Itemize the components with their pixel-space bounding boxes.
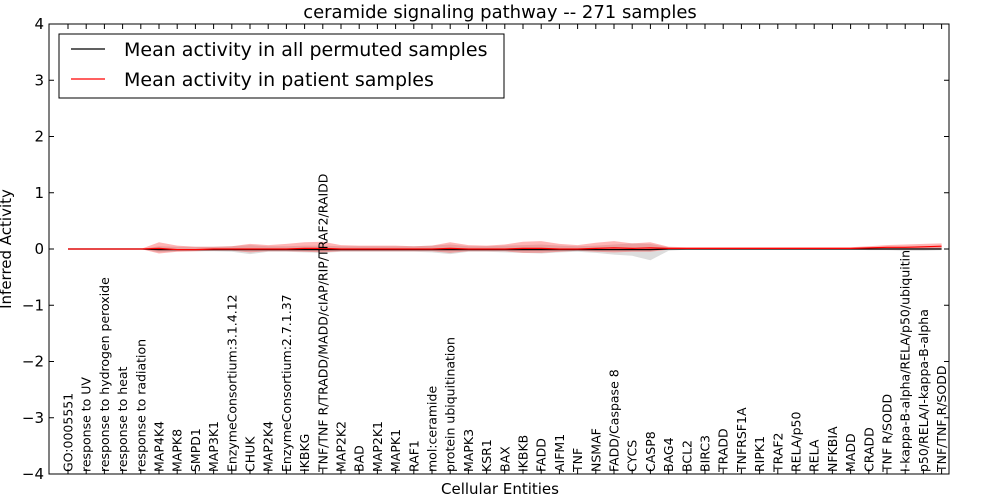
x-category-label: CYCS: [625, 440, 640, 472]
x-category-label: FADD/Caspase 8: [607, 369, 622, 472]
x-category-label: BCL2: [679, 440, 694, 472]
plot-area-frame: [48, 23, 950, 475]
y-tick-label: −2: [22, 353, 44, 371]
y-tick-label: 0: [34, 240, 44, 258]
x-category-label: CRADD: [861, 427, 876, 472]
x-category-label: MAP3K1: [206, 421, 221, 472]
x-category-label: BAD: [352, 445, 367, 472]
x-category-label: TNF/TNF R/TRADD/MADD/cIAP/RIP/TRAF2/RAID…: [315, 174, 330, 473]
x-category-label: response to UV: [79, 377, 94, 472]
band-permuted: [68, 243, 942, 261]
y-axis-title: Inferred Activity: [0, 189, 15, 309]
x-category-label: MADD: [843, 433, 858, 472]
y-tick-labels: −4 −3 −2 −1 0 1 2 3 4: [22, 15, 44, 483]
y-tick-label: −1: [22, 296, 44, 314]
x-category-label: BAG4: [661, 437, 676, 472]
x-category-label: RELA/p50: [789, 412, 804, 472]
x-category-label: MAP2K1: [370, 421, 385, 472]
legend-label-patient: Mean activity in patient samples: [124, 69, 434, 91]
x-category-label: MAP4K4: [152, 421, 167, 472]
x-category-labels: GO:0005551 response to UV response to hydr…: [61, 174, 950, 473]
series-lines: [68, 245, 942, 251]
y-tick-label: 1: [34, 184, 44, 202]
x-category-label: TNFRSF1A: [734, 407, 749, 473]
x-category-label: response to hydrogen peroxide: [97, 277, 112, 472]
x-category-label: TRADD: [716, 428, 731, 473]
x-category-label: I-kappa-B-alpha/RELA/p50/ubiquitin: [898, 250, 913, 472]
x-category-label: BIRC3: [698, 435, 713, 472]
x-category-label: IKBKG: [297, 434, 312, 472]
x-category-label: EnzymeConsortium:2.7.1.37: [279, 294, 294, 472]
x-category-label: TNF/TNF R/SODD: [934, 366, 949, 473]
x-category-label: RIPK1: [752, 436, 767, 472]
x-category-label: p50/RELA/I-kappa-B-alpha: [916, 309, 931, 472]
x-category-label: protein ubiquitination: [443, 337, 458, 472]
x-category-label: NSMAF: [588, 428, 603, 472]
legend: Mean activity in all permuted samples Me…: [58, 33, 505, 99]
x-category-label: MAP2K4: [261, 421, 276, 472]
x-category-label: CASP8: [643, 431, 658, 472]
x-category-label: RAF1: [406, 440, 421, 472]
y-tick-label: −4: [22, 465, 44, 483]
line-patient: [68, 245, 942, 251]
x-category-label: SMPD1: [188, 428, 203, 472]
x-category-label: NFKBIA: [825, 426, 840, 472]
x-category-label: MAPK1: [388, 429, 403, 472]
x-category-label: BAX: [497, 446, 512, 472]
y-tick-label: 2: [34, 128, 44, 146]
x-category-label: RELA: [807, 439, 822, 472]
band-patient: [68, 241, 942, 254]
x-category-label: TRAF2: [770, 432, 785, 473]
y-tick-label: 4: [34, 15, 44, 33]
x-category-label: MAPK8: [170, 429, 185, 472]
x-category-label: EnzymeConsortium:3.1.4.12: [224, 294, 239, 472]
x-category-label: FADD: [534, 438, 549, 472]
x-category-label: KSR1: [479, 439, 494, 472]
legend-label-permuted: Mean activity in all permuted samples: [124, 39, 487, 61]
y-tick-label: 3: [34, 71, 44, 89]
x-category-label: MAPK3: [461, 429, 476, 472]
x-category-label: GO:0005551: [61, 393, 76, 472]
chart-title: ceramide signaling pathway -- 271 sample…: [303, 2, 697, 23]
confidence-bands: [68, 241, 942, 261]
x-category-label: response to radiation: [133, 339, 148, 472]
x-category-label: response to heat: [115, 366, 130, 472]
x-category-label: mol:ceramide: [425, 386, 440, 472]
x-category-label: MAP2K2: [334, 421, 349, 472]
x-axis-title: Cellular Entities: [441, 480, 559, 498]
legend-box: [58, 33, 505, 99]
y-tick-label: −3: [22, 409, 44, 427]
x-category-label: AIFM1: [552, 434, 567, 472]
x-category-label: TNF: [570, 448, 585, 473]
x-category-label: IKBKB: [516, 435, 531, 472]
axis-ticks: [49, 23, 949, 475]
x-category-label: TNF R/SODD: [880, 394, 895, 473]
x-category-label: CHUK: [243, 436, 258, 472]
